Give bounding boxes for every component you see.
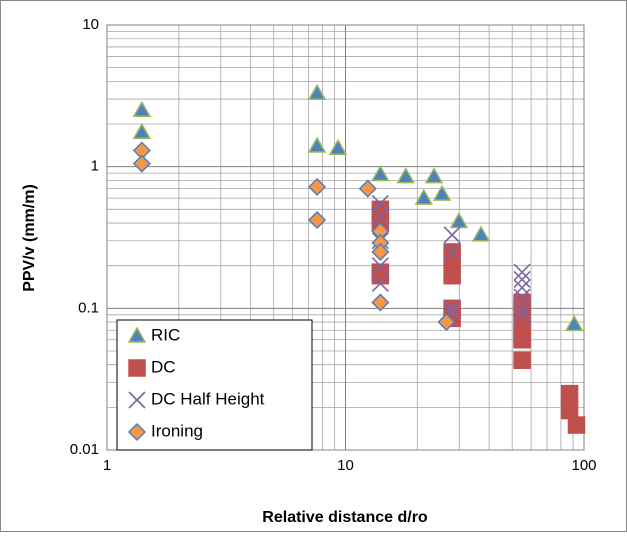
diamond-marker <box>371 293 390 312</box>
legend-label: Ironing <box>151 421 203 440</box>
triangle-marker <box>396 167 416 184</box>
y-axis-title: PPV/v (mm/m) <box>21 184 38 292</box>
x-marker <box>513 263 531 281</box>
diamond-marker <box>127 422 147 442</box>
x-marker <box>443 243 461 261</box>
diamond-marker <box>308 177 327 196</box>
x-tick-label: 100 <box>571 457 596 474</box>
diamond-marker <box>308 210 327 230</box>
x-marker <box>371 194 389 213</box>
y-tick-label: 10 <box>82 16 99 33</box>
marks: RIC DC DC Half Height Ironing <box>116 83 586 451</box>
y-tick-label: 0.01 <box>70 441 99 458</box>
plot-border <box>106 24 585 451</box>
y-tick-label: 0.1 <box>78 299 99 316</box>
triangle-marker <box>564 314 584 332</box>
triangle-marker <box>371 165 390 182</box>
diamond-marker <box>371 242 390 262</box>
x-axis-title: Relative distance d/ro <box>262 509 428 526</box>
diamond-marker <box>437 313 456 332</box>
square-marker <box>560 384 579 403</box>
x-marker <box>128 391 146 409</box>
square-marker <box>567 416 586 434</box>
x-tick-label: 1 <box>103 457 111 474</box>
legend-box <box>116 319 313 451</box>
square-marker <box>371 266 390 285</box>
x-tick-label: 10 <box>337 457 354 474</box>
square-marker <box>560 401 579 420</box>
triangle-marker <box>132 100 152 118</box>
square-marker <box>513 351 531 370</box>
x-marker <box>513 279 531 297</box>
x-marker <box>513 299 531 317</box>
legend-label: DC Half Height <box>151 389 265 408</box>
x-marker <box>513 270 531 288</box>
triangle-marker <box>132 122 152 139</box>
triangle-marker <box>127 326 147 343</box>
square-marker <box>128 359 146 377</box>
legend-label: RIC <box>151 325 180 344</box>
x-marker <box>371 274 389 292</box>
square-marker <box>513 331 531 349</box>
triangle-marker <box>424 167 444 184</box>
square-marker <box>443 251 461 269</box>
y-tick-label: 1 <box>91 158 99 175</box>
diamond-marker <box>132 154 151 173</box>
legend-label: DC <box>151 357 176 376</box>
triangle-marker <box>307 83 327 100</box>
x-marker <box>371 257 389 275</box>
x-marker <box>371 207 389 225</box>
triangle-marker <box>471 225 491 242</box>
triangle-marker <box>432 184 452 201</box>
diamond-marker <box>358 179 377 198</box>
triangle-marker <box>307 136 327 153</box>
square-marker <box>443 266 461 285</box>
triangle-marker <box>328 138 348 155</box>
x-marker <box>513 306 531 324</box>
x-marker <box>443 226 461 244</box>
triangle-marker <box>414 188 434 205</box>
